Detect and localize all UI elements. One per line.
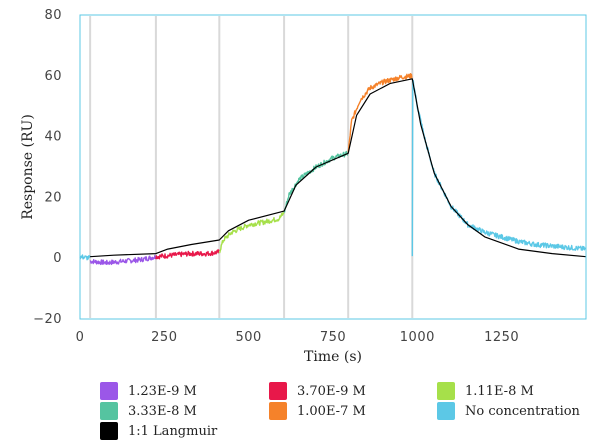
plot-frame bbox=[79, 14, 587, 320]
x-tick-label: 1000 bbox=[400, 330, 435, 345]
y-tick-label: 40 bbox=[44, 130, 62, 145]
legend-item: 1.23E-9 M bbox=[100, 381, 197, 401]
legend: 1.23E-9 M 3.70E-9 M 1.11E-8 M 3.33E-8 M 1.00… bbox=[100, 381, 590, 443]
series-line bbox=[155, 249, 220, 260]
x-axis-title: Time (s) bbox=[304, 349, 362, 365]
legend-swatch bbox=[437, 402, 455, 420]
legend-item: 1:1 Langmuir bbox=[100, 421, 217, 441]
series-line bbox=[79, 79, 587, 261]
legend-item: No concentration bbox=[437, 401, 580, 421]
x-tick-label: 250 bbox=[151, 330, 177, 345]
series-layer bbox=[79, 73, 587, 266]
y-axis-title: Response (RU) bbox=[20, 114, 36, 220]
x-tick-label: 0 bbox=[76, 330, 85, 345]
x-tick-label: 1250 bbox=[484, 330, 519, 345]
legend-swatch bbox=[437, 382, 455, 400]
legend-label: 1:1 Langmuir bbox=[128, 423, 218, 439]
series-line bbox=[90, 78, 587, 258]
y-tick-label: 0 bbox=[53, 251, 62, 266]
legend-label: 3.70E-9 M bbox=[297, 383, 366, 399]
y-tick-label: 60 bbox=[44, 69, 62, 84]
legend-label: 3.33E-8 M bbox=[128, 403, 197, 419]
legend-label: 1.00E-7 M bbox=[297, 403, 366, 419]
legend-swatch bbox=[269, 402, 287, 420]
legend-swatch bbox=[269, 382, 287, 400]
y-tick-label: −20 bbox=[33, 312, 62, 327]
legend-item: 1.11E-8 M bbox=[437, 381, 534, 401]
legend-label: 1.23E-9 M bbox=[128, 383, 197, 399]
x-tick-label: 750 bbox=[320, 330, 346, 345]
legend-swatch bbox=[100, 382, 118, 400]
axis-layer: −20 0 20 40 60 80 0 250 500 750 1000 1250 bbox=[33, 8, 519, 345]
x-tick-label: 500 bbox=[236, 330, 262, 345]
legend-label: 1.11E-8 M bbox=[465, 383, 534, 399]
series-line bbox=[219, 211, 285, 254]
legend-item: 1.00E-7 M bbox=[269, 401, 366, 421]
series-line bbox=[347, 73, 413, 153]
injection-markers bbox=[89, 16, 414, 318]
legend-label: No concentration bbox=[465, 403, 580, 419]
legend-item: 3.70E-9 M bbox=[269, 381, 366, 401]
series-line bbox=[89, 254, 157, 266]
legend-swatch bbox=[100, 402, 118, 420]
series-line bbox=[283, 150, 349, 213]
legend-item: 3.33E-8 M bbox=[100, 401, 197, 421]
y-tick-label: 20 bbox=[44, 190, 62, 205]
y-tick-label: 80 bbox=[44, 8, 62, 23]
legend-swatch bbox=[100, 422, 118, 440]
